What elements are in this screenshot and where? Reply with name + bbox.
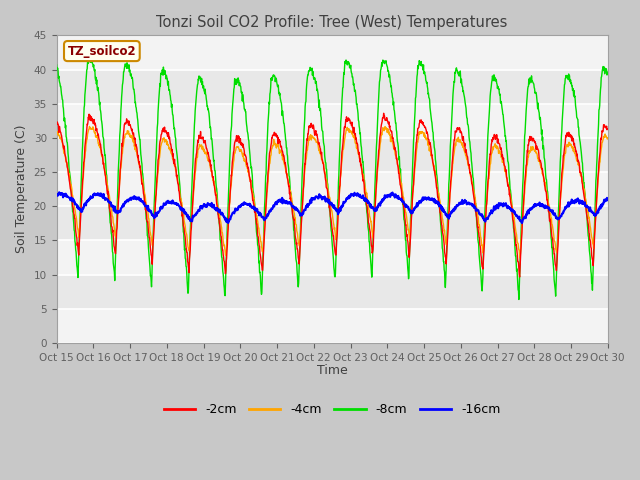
- -2cm: [52, 119, 60, 125]
- -8cm: [52, 62, 60, 68]
- Bar: [56, 104, 608, 138]
- -8cm: [237, 89, 245, 95]
- Bar: [56, 240, 608, 275]
- -2cm: [418, 120, 426, 126]
- Y-axis label: Soil Temperature (C): Soil Temperature (C): [15, 125, 28, 253]
- -2cm: [175, 188, 183, 194]
- -8cm: [539, 146, 547, 152]
- -16cm: [237, 202, 245, 208]
- -2cm: [516, 274, 524, 280]
- -4cm: [237, 147, 245, 153]
- -2cm: [490, 132, 498, 138]
- -16cm: [604, 197, 612, 203]
- -16cm: [518, 220, 526, 226]
- -16cm: [52, 192, 60, 198]
- Bar: [56, 36, 608, 70]
- -16cm: [56, 190, 63, 195]
- Line: -8cm: -8cm: [56, 56, 608, 300]
- -4cm: [604, 135, 612, 141]
- -16cm: [175, 204, 183, 210]
- -4cm: [418, 130, 426, 135]
- -2cm: [604, 126, 612, 132]
- -2cm: [237, 142, 244, 147]
- -16cm: [539, 202, 547, 208]
- -8cm: [163, 76, 170, 82]
- -4cm: [175, 187, 183, 192]
- -4cm: [516, 255, 524, 261]
- -4cm: [52, 130, 60, 135]
- -4cm: [539, 172, 547, 178]
- Line: -4cm: -4cm: [56, 126, 608, 258]
- Legend: -2cm, -4cm, -8cm, -16cm: -2cm, -4cm, -8cm, -16cm: [159, 398, 506, 421]
- Title: Tonzi Soil CO2 Profile: Tree (West) Temperatures: Tonzi Soil CO2 Profile: Tree (West) Temp…: [156, 15, 508, 30]
- -16cm: [163, 201, 170, 207]
- -2cm: [162, 128, 170, 133]
- -8cm: [418, 62, 426, 68]
- X-axis label: Time: Time: [317, 364, 348, 377]
- -2cm: [539, 171, 547, 177]
- Line: -16cm: -16cm: [56, 192, 608, 223]
- Line: -2cm: -2cm: [56, 113, 608, 277]
- Text: TZ_soilco2: TZ_soilco2: [68, 45, 136, 58]
- Bar: [56, 172, 608, 206]
- -16cm: [418, 197, 426, 203]
- -8cm: [490, 72, 498, 78]
- -4cm: [163, 137, 170, 143]
- -4cm: [86, 123, 93, 129]
- -16cm: [490, 204, 498, 209]
- -4cm: [490, 144, 498, 149]
- -8cm: [515, 297, 523, 302]
- Bar: [56, 309, 608, 343]
- -8cm: [85, 53, 93, 59]
- -8cm: [604, 70, 612, 75]
- -2cm: [380, 110, 387, 116]
- -8cm: [175, 181, 183, 187]
